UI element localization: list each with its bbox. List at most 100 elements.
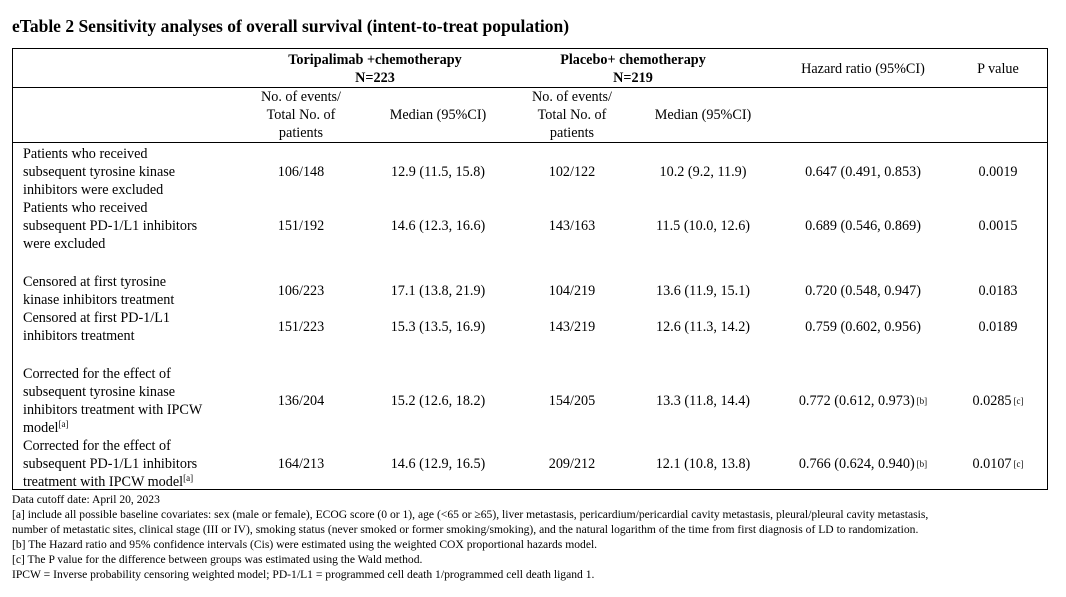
footnote: Data cutoff date: April 20, 2023 bbox=[12, 493, 160, 506]
group2-name: Placebo+ chemotherapy bbox=[560, 52, 706, 68]
group2-events-value: 143/219 bbox=[548, 319, 596, 335]
row-label-line: Censored at first tyrosine bbox=[23, 274, 167, 290]
group1-median: 17.1 (13.8, 21.9) bbox=[373, 273, 503, 309]
group2-median-value: 11.5 (10.0, 12.6) bbox=[655, 218, 751, 234]
p-value-value: 0.0019 bbox=[978, 164, 1018, 180]
row-label-line: Patients who received bbox=[23, 200, 148, 216]
row-label: Censored at first PD-1/L1 inhibitors trea… bbox=[23, 309, 248, 345]
group2-median-value: 13.6 (11.9, 15.1) bbox=[655, 283, 751, 299]
group1-events-value: 106/148 bbox=[277, 164, 325, 180]
hazard-ratio: 0.647 (0.491, 0.853) bbox=[773, 145, 953, 199]
group1-median-header: Median (95%CI) bbox=[389, 107, 487, 123]
row-label-line: subsequent tyrosine kinase bbox=[23, 384, 176, 400]
hazard-ratio-value: 0.689 (0.546, 0.869) bbox=[805, 218, 921, 234]
events-header-line: patients bbox=[278, 125, 324, 141]
group2-median-value: 13.3 (11.8, 14.4) bbox=[655, 393, 751, 409]
row-label-line: inhibitors treatment bbox=[23, 328, 135, 344]
group2-events: 104/219 bbox=[511, 273, 633, 309]
p-value-value: 0.0015 bbox=[978, 218, 1018, 234]
footnote-marker: [a] bbox=[183, 473, 194, 483]
group2-median-value: 12.6 (11.3, 14.2) bbox=[655, 319, 751, 335]
events-header-line: patients bbox=[549, 125, 595, 141]
group1-events: 164/213 bbox=[241, 437, 361, 491]
group2-events-value: 102/122 bbox=[548, 164, 596, 180]
group2-events: 102/122 bbox=[511, 145, 633, 199]
footnote-marker: [a] bbox=[58, 419, 69, 429]
group1-events-value: 136/204 bbox=[277, 393, 325, 409]
group1-name: Toripalimab +chemotherapy bbox=[288, 52, 462, 68]
group1-n: N=223 bbox=[355, 70, 395, 86]
row-label-line: Patients who received bbox=[23, 146, 148, 162]
p-value: 0.0019 bbox=[953, 145, 1043, 199]
row-label-line: subsequent PD-1/L1 inhibitors bbox=[23, 456, 198, 472]
group2-events-value: 209/212 bbox=[548, 456, 596, 472]
p-value-value: 0.0107 bbox=[972, 456, 1012, 472]
group2-events-value: 104/219 bbox=[548, 283, 596, 299]
footnotes: Data cutoff date: April 20, 2023 [a] inc… bbox=[12, 492, 1062, 583]
group1-events: 151/192 bbox=[241, 199, 361, 253]
group1-median-value: 17.1 (13.8, 21.9) bbox=[390, 283, 486, 299]
group2-header: Placebo+ chemotherapy N=219 bbox=[513, 51, 753, 87]
footnote: number of metastatic sites, clinical sta… bbox=[12, 523, 919, 537]
row-label-line: kinase inhibitors treatment bbox=[23, 292, 175, 308]
events-header-line: Total No. of bbox=[266, 107, 336, 123]
group1-median-value: 14.6 (12.9, 16.5) bbox=[390, 456, 486, 472]
row-label: Corrected for the effect of subsequent ty… bbox=[23, 365, 248, 437]
row-label: Censored at first tyrosine kinase inhibit… bbox=[23, 273, 248, 309]
hazard-ratio: 0.689 (0.546, 0.869) bbox=[773, 199, 953, 253]
group1-median-value: 15.3 (13.5, 16.9) bbox=[390, 319, 486, 335]
hazard-ratio: 0.720 (0.548, 0.947) bbox=[773, 273, 953, 309]
group2-median: 13.3 (11.8, 14.4) bbox=[638, 365, 768, 437]
group1-header: Toripalimab +chemotherapy N=223 bbox=[245, 51, 505, 87]
group2-median: 10.2 (9.2, 11.9) bbox=[638, 145, 768, 199]
group2-n: N=219 bbox=[613, 70, 653, 86]
group2-events-header: No. of events/ Total No. of patients bbox=[511, 88, 633, 142]
group1-events: 151/223 bbox=[241, 309, 361, 345]
group1-events-value: 151/223 bbox=[277, 319, 325, 335]
group1-median-value: 14.6 (12.3, 16.6) bbox=[390, 218, 486, 234]
header-divider bbox=[13, 87, 1047, 88]
group1-median-value: 12.9 (11.5, 15.8) bbox=[390, 164, 486, 180]
group2-median: 12.6 (11.3, 14.2) bbox=[638, 309, 768, 345]
footnote: [a] include all possible baseline covari… bbox=[12, 508, 929, 522]
group2-events-value: 143/163 bbox=[548, 218, 596, 234]
group2-events: 154/205 bbox=[511, 365, 633, 437]
group1-events-value: 164/213 bbox=[277, 456, 325, 472]
hazard-ratio-value: 0.647 (0.491, 0.853) bbox=[805, 164, 921, 180]
hazard-ratio-value: 0.772 (0.612, 0.973) bbox=[798, 393, 915, 409]
group2-events: 143/219 bbox=[511, 309, 633, 345]
row-label-line: inhibitors treatment with IPCW bbox=[23, 402, 203, 418]
group2-events: 209/212 bbox=[511, 437, 633, 491]
hazard-ratio: 0.759 (0.602, 0.956) bbox=[773, 309, 953, 345]
hazard-ratio-value: 0.720 (0.548, 0.947) bbox=[805, 283, 921, 299]
group1-median: 15.2 (12.6, 18.2) bbox=[373, 365, 503, 437]
table-title: eTable 2 Sensitivity analyses of overall… bbox=[12, 16, 570, 36]
row-label-line: model bbox=[23, 420, 59, 436]
group1-events: 106/148 bbox=[241, 145, 361, 199]
subheader-divider bbox=[13, 142, 1047, 143]
row-label-line: were excluded bbox=[23, 236, 106, 252]
row-label: Patients who received subsequent tyrosine… bbox=[23, 145, 248, 199]
p-value-value: 0.0189 bbox=[978, 319, 1018, 335]
row-label: Corrected for the effect of subsequent PD… bbox=[23, 437, 248, 491]
footnote: [c] The P value for the difference betwe… bbox=[12, 553, 423, 567]
group1-median: 14.6 (12.3, 16.6) bbox=[373, 199, 503, 253]
p-value: 0.0183 bbox=[953, 273, 1043, 309]
p-value-value: 0.0285 bbox=[972, 393, 1012, 409]
row-label-line: Corrected for the effect of bbox=[23, 438, 171, 454]
row-label-line: subsequent tyrosine kinase bbox=[23, 164, 176, 180]
group2-median-value: 10.2 (9.2, 11.9) bbox=[659, 164, 747, 180]
row-label: Patients who received subsequent PD-1/L1 … bbox=[23, 199, 248, 253]
group1-events: 106/223 bbox=[241, 273, 361, 309]
group1-events-value: 106/223 bbox=[277, 283, 325, 299]
events-header-line: Total No. of bbox=[537, 107, 607, 123]
group1-median: 14.6 (12.9, 16.5) bbox=[373, 437, 503, 491]
group2-median: 11.5 (10.0, 12.6) bbox=[638, 199, 768, 253]
p-value-header: P value bbox=[977, 61, 1019, 77]
group2-events-value: 154/205 bbox=[548, 393, 596, 409]
p-value-value: 0.0183 bbox=[978, 283, 1018, 299]
row-label-line: Censored at first PD-1/L1 bbox=[23, 310, 170, 326]
row-label-line: inhibitors were excluded bbox=[23, 182, 164, 198]
group2-events: 143/163 bbox=[511, 199, 633, 253]
group1-median: 15.3 (13.5, 16.9) bbox=[373, 309, 503, 345]
